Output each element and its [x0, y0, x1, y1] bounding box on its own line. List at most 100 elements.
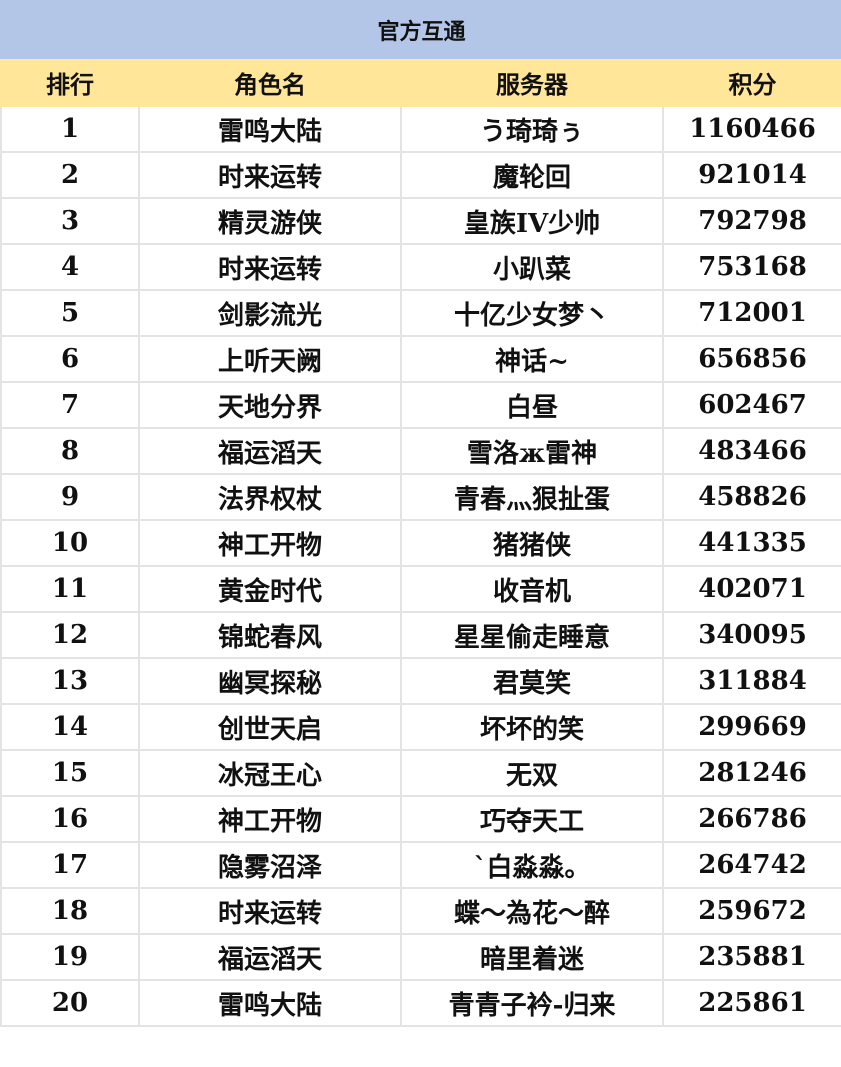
rank-cell: 6 [0, 335, 140, 383]
rank-cell: 12 [0, 611, 140, 659]
score-cell: 235881 [661, 933, 841, 981]
server-cell: 青春灬狠扯蛋 [400, 473, 664, 521]
server-cell: 蝶～為花～醉 [400, 887, 664, 935]
server-cell: 收音机 [400, 565, 664, 613]
rank-cell: 5 [0, 289, 140, 337]
character-cell: 神工开物 [138, 519, 402, 567]
character-cell: 幽冥探秘 [138, 657, 402, 705]
rank-cell: 17 [0, 841, 140, 889]
rank-cell: 9 [0, 473, 140, 521]
score-cell: 792798 [661, 197, 841, 245]
character-cell: 神工开物 [138, 795, 402, 843]
character-cell: 法界权杖 [138, 473, 402, 521]
score-cell: 712001 [661, 289, 841, 337]
character-cell: 雷鸣大陆 [138, 105, 402, 153]
character-cell: 剑影流光 [138, 289, 402, 337]
score-cell: 441335 [661, 519, 841, 567]
table-row: 19 福运滔天 暗里着迷 235881 [0, 933, 841, 981]
score-cell: 266786 [661, 795, 841, 843]
score-cell: 311884 [661, 657, 841, 705]
character-cell: 精灵游侠 [138, 197, 402, 245]
server-cell: 君莫笑 [400, 657, 664, 705]
score-cell: 753168 [661, 243, 841, 291]
header-score: 积分 [661, 57, 841, 107]
table-row: 14 创世天启 坏坏的笑 299669 [0, 703, 841, 751]
table-row: 9 法界权杖 青春灬狠扯蛋 458826 [0, 473, 841, 521]
table-row: 18 时来运转 蝶～為花～醉 259672 [0, 887, 841, 935]
rank-cell: 4 [0, 243, 140, 291]
score-cell: 402071 [661, 565, 841, 613]
table-row: 6 上听天阙 神话~ 656856 [0, 335, 841, 383]
character-cell: 上听天阙 [138, 335, 402, 383]
table-row: 13 幽冥探秘 君莫笑 311884 [0, 657, 841, 705]
table-row: 15 冰冠王心 无双 281246 [0, 749, 841, 797]
rank-cell: 15 [0, 749, 140, 797]
table-row: 2 时来运转 魔轮回 921014 [0, 151, 841, 199]
table-row: 5 剑影流光 十亿少女梦丶 712001 [0, 289, 841, 337]
rank-cell: 11 [0, 565, 140, 613]
rank-cell: 19 [0, 933, 140, 981]
table-title: 官方互通 [0, 0, 841, 59]
rank-cell: 1 [0, 105, 140, 153]
table-row: 17 隐雾沼泽 ˋ白淼淼。 264742 [0, 841, 841, 889]
score-cell: 921014 [661, 151, 841, 199]
server-cell: 白昼 [400, 381, 664, 429]
character-cell: 福运滔天 [138, 427, 402, 475]
table-row: 3 精灵游侠 皇族IV少帅 792798 [0, 197, 841, 245]
rank-cell: 2 [0, 151, 140, 199]
table-row: 1 雷鸣大陆 う琦琦ぅ 1160466 [0, 105, 841, 153]
server-cell: 青青子衿-归来 [400, 979, 664, 1027]
table-row: 8 福运滔天 雪洛ж雷神 483466 [0, 427, 841, 475]
server-cell: 皇族IV少帅 [400, 197, 664, 245]
server-cell: 魔轮回 [400, 151, 664, 199]
score-cell: 602467 [661, 381, 841, 429]
rank-cell: 20 [0, 979, 140, 1027]
rank-cell: 8 [0, 427, 140, 475]
server-cell: 暗里着迷 [400, 933, 664, 981]
character-cell: 创世天启 [138, 703, 402, 751]
character-cell: 时来运转 [138, 887, 402, 935]
server-cell: 小趴菜 [400, 243, 664, 291]
character-cell: 黄金时代 [138, 565, 402, 613]
server-cell: 星星偷走睡意 [400, 611, 664, 659]
server-cell: 神话~ [400, 335, 664, 383]
score-cell: 656856 [661, 335, 841, 383]
server-cell: ˋ白淼淼。 [400, 841, 664, 889]
server-cell: 无双 [400, 749, 664, 797]
character-cell: 天地分界 [138, 381, 402, 429]
table-row: 12 锦蛇春风 星星偷走睡意 340095 [0, 611, 841, 659]
header-row: 排行 角色名 服务器 积分 [0, 57, 841, 107]
score-cell: 281246 [661, 749, 841, 797]
server-cell: 十亿少女梦丶 [400, 289, 664, 337]
score-cell: 483466 [661, 427, 841, 475]
character-cell: 时来运转 [138, 151, 402, 199]
character-cell: 锦蛇春风 [138, 611, 402, 659]
header-server: 服务器 [400, 57, 664, 107]
score-cell: 458826 [661, 473, 841, 521]
rank-cell: 10 [0, 519, 140, 567]
rank-cell: 13 [0, 657, 140, 705]
rank-cell: 7 [0, 381, 140, 429]
header-character: 角色名 [138, 57, 402, 107]
table-row: 10 神工开物 猪猪侠 441335 [0, 519, 841, 567]
ranking-table: 官方互通 排行 角色名 服务器 积分 1 雷鸣大陆 う琦琦ぅ 1160466 2 时来运转… [0, 0, 841, 1027]
character-cell: 雷鸣大陆 [138, 979, 402, 1027]
table-row: 20 雷鸣大陆 青青子衿-归来 225861 [0, 979, 841, 1027]
rank-cell: 18 [0, 887, 140, 935]
character-cell: 隐雾沼泽 [138, 841, 402, 889]
table-row: 11 黄金时代 收音机 402071 [0, 565, 841, 613]
score-cell: 264742 [661, 841, 841, 889]
table-row: 16 神工开物 巧夺天工 266786 [0, 795, 841, 843]
score-cell: 1160466 [661, 105, 841, 153]
rank-cell: 3 [0, 197, 140, 245]
table-row: 4 时来运转 小趴菜 753168 [0, 243, 841, 291]
score-cell: 259672 [661, 887, 841, 935]
server-cell: う琦琦ぅ [400, 105, 664, 153]
score-cell: 340095 [661, 611, 841, 659]
header-rank: 排行 [0, 57, 140, 107]
rank-cell: 14 [0, 703, 140, 751]
server-cell: 雪洛ж雷神 [400, 427, 664, 475]
title-row: 官方互通 [0, 0, 841, 59]
server-cell: 猪猪侠 [400, 519, 664, 567]
rank-cell: 16 [0, 795, 140, 843]
